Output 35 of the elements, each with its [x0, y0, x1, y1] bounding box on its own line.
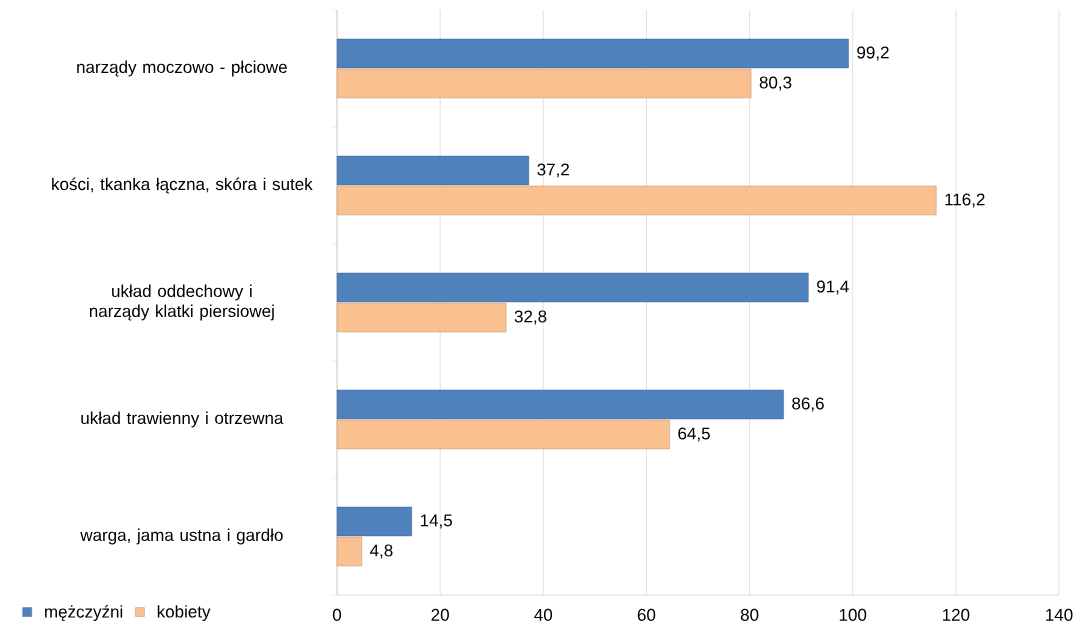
bar — [336, 38, 849, 69]
x-tick-label: 100 — [839, 608, 867, 621]
x-tick-label: 60 — [637, 608, 656, 621]
y-tick-label: układ oddechowy i narządy klatki piersiowej — [89, 284, 274, 321]
data-label: 86,6 — [792, 397, 824, 412]
data-label: 4,8 — [370, 544, 393, 559]
bar — [336, 419, 670, 450]
x-tick-label: 0 — [332, 608, 342, 621]
y-tick-label: układ trawienny i otrzewna — [81, 411, 284, 428]
bar — [336, 506, 412, 537]
bar — [336, 185, 937, 216]
data-label: 116,2 — [945, 193, 985, 208]
data-label: 32,8 — [514, 310, 547, 325]
x-tick-label: 20 — [431, 608, 449, 621]
bar — [336, 272, 809, 303]
y-tick-label: warga, jama ustna i gardło — [80, 528, 283, 545]
bar — [336, 155, 530, 186]
data-label: 99,2 — [857, 46, 889, 61]
bar — [336, 536, 362, 567]
legend-label: kobiety — [157, 605, 211, 621]
data-label: 14,5 — [420, 514, 453, 529]
x-tick-label: 140 — [1046, 608, 1073, 621]
bar — [336, 389, 784, 420]
x-tick-label: 40 — [534, 608, 553, 621]
y-tick-label: narządy moczowo - płciowe — [77, 60, 287, 77]
legend-label: mężczyźni — [45, 605, 123, 622]
data-label: 37,2 — [537, 163, 569, 178]
y-tick-label: kości, tkanka łączna, skóra i sutek — [52, 177, 313, 194]
data-label: 64,5 — [678, 427, 710, 442]
bar — [336, 302, 507, 333]
data-label: 80,3 — [759, 76, 792, 91]
x-tick-label: 120 — [942, 608, 970, 621]
data-label: 91,4 — [817, 280, 849, 295]
x-tick-label: 80 — [740, 608, 759, 621]
bar — [336, 68, 752, 99]
